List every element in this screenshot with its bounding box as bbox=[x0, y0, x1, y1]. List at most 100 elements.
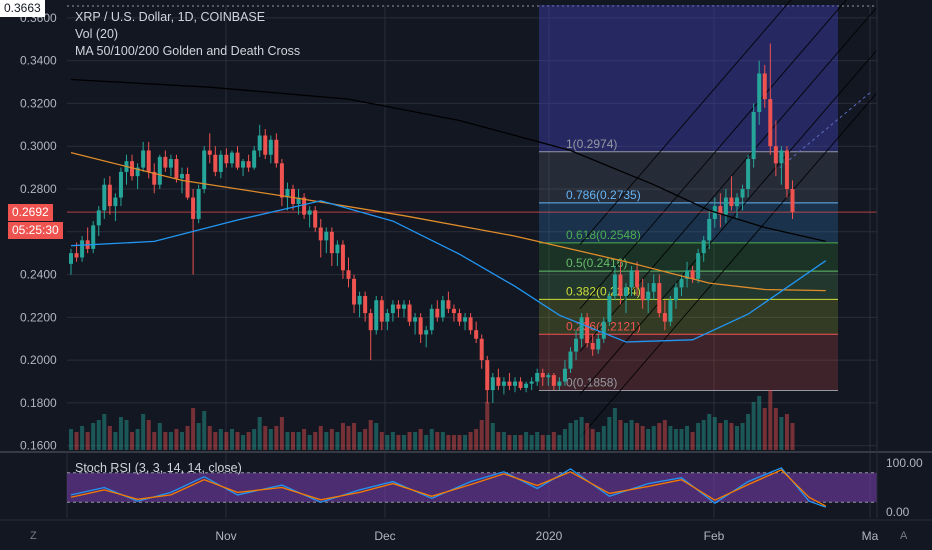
candle-body bbox=[424, 330, 429, 335]
price-tick-label: 0.2800 bbox=[20, 182, 57, 196]
candle-body bbox=[130, 161, 135, 177]
volume-bar bbox=[80, 426, 85, 450]
volume-bar bbox=[107, 426, 112, 450]
time-tick-label: Ma bbox=[862, 529, 879, 543]
candle-body bbox=[729, 197, 734, 207]
price-tick-label: 0.1800 bbox=[20, 396, 57, 410]
candle-body bbox=[435, 308, 440, 318]
volume-bar bbox=[374, 423, 379, 450]
fib-zone bbox=[539, 202, 838, 243]
volume-bar bbox=[279, 417, 284, 450]
volume-bar bbox=[479, 420, 484, 450]
candle-body bbox=[163, 156, 168, 168]
volume-bar bbox=[335, 432, 340, 450]
volume-bar bbox=[690, 432, 695, 450]
channel-line bbox=[579, 0, 847, 310]
candle-body bbox=[229, 152, 234, 164]
volume-bar bbox=[74, 432, 79, 450]
volume-bar bbox=[390, 432, 395, 450]
price-tick-label: 0.3400 bbox=[20, 54, 57, 68]
candle-body bbox=[574, 338, 579, 352]
fib-level-label: 0.786(0.2735) bbox=[566, 188, 641, 202]
volume-bar bbox=[229, 429, 234, 450]
candle-body bbox=[585, 317, 590, 344]
candle-body bbox=[218, 154, 223, 172]
fib-level-label: 0.618(0.2548) bbox=[566, 228, 641, 242]
volume-bar bbox=[318, 426, 323, 450]
fib-level-label: 0.5(0.2416) bbox=[566, 256, 627, 270]
candle-body bbox=[213, 154, 218, 172]
ma-legend[interactable]: MA 50/100/200 Golden and Death Cross bbox=[75, 44, 301, 58]
volume-bar bbox=[274, 426, 279, 450]
volume-bar bbox=[518, 435, 523, 450]
candle-body bbox=[624, 287, 628, 296]
candle-body bbox=[207, 150, 212, 155]
candle-body bbox=[113, 197, 118, 207]
volume-bar bbox=[135, 429, 140, 450]
volume-bar bbox=[113, 432, 118, 450]
candle-body bbox=[551, 375, 556, 386]
candle-body bbox=[185, 174, 190, 198]
volume-bar bbox=[507, 435, 512, 450]
candle-body bbox=[407, 304, 412, 322]
volume-bar bbox=[457, 435, 462, 450]
volume-bar bbox=[407, 432, 412, 450]
candle-body bbox=[146, 150, 151, 172]
candle-body bbox=[191, 197, 196, 219]
candle-body bbox=[618, 274, 623, 296]
volume-bar bbox=[535, 432, 540, 450]
volume-bar bbox=[751, 402, 756, 450]
volume-bar bbox=[562, 429, 567, 450]
candle-body bbox=[773, 146, 778, 164]
candle-body bbox=[579, 317, 584, 339]
volume-bar bbox=[501, 432, 506, 450]
candle-body bbox=[518, 381, 523, 388]
volume-bar bbox=[141, 414, 146, 450]
volume-legend[interactable]: Vol (20) bbox=[75, 27, 119, 41]
volume-bar bbox=[413, 432, 418, 450]
volume-bar bbox=[529, 435, 534, 450]
stoch-tick-label: 0.00 bbox=[886, 505, 910, 519]
volume-bar bbox=[174, 429, 179, 450]
candle-body bbox=[546, 375, 551, 378]
candle-body bbox=[302, 197, 307, 215]
volume-bar bbox=[585, 423, 590, 450]
candle-body bbox=[268, 139, 273, 155]
volume-bar bbox=[385, 435, 390, 450]
candle-body bbox=[557, 381, 562, 386]
volume-bar bbox=[607, 417, 612, 450]
volume-bar bbox=[224, 432, 229, 450]
volume-bar bbox=[490, 423, 495, 450]
candle-body bbox=[723, 197, 728, 215]
volume-bar bbox=[513, 435, 517, 450]
volume-bar bbox=[379, 432, 384, 450]
candle-body bbox=[224, 154, 229, 164]
time-tick-label: Feb bbox=[704, 529, 725, 543]
stoch-legend[interactable]: Stoch RSI (3, 3, 14, 14, close) bbox=[75, 461, 242, 475]
stoch-d-line bbox=[70, 469, 827, 507]
candle-body bbox=[507, 381, 512, 386]
candle-body bbox=[629, 270, 634, 288]
candle-body bbox=[646, 291, 651, 301]
fib-level-label: 1(0.2974) bbox=[566, 137, 617, 151]
volume-bar bbox=[446, 435, 451, 450]
zoom-button[interactable]: Z bbox=[30, 530, 37, 542]
volume-bar bbox=[451, 435, 456, 450]
candle-body bbox=[390, 304, 395, 314]
volume-bar bbox=[368, 420, 373, 450]
volume-bar bbox=[180, 432, 184, 450]
auto-scale-button[interactable]: A bbox=[900, 530, 908, 542]
channel-line bbox=[579, 92, 878, 438]
volume-bar bbox=[546, 435, 551, 450]
volume-bar bbox=[246, 432, 251, 450]
volume-bar bbox=[324, 432, 329, 450]
time-tick-label: Dec bbox=[374, 529, 395, 543]
candle-body bbox=[490, 377, 495, 391]
candle-body bbox=[612, 274, 617, 296]
volume-bar bbox=[651, 426, 656, 450]
volume-bar bbox=[729, 423, 734, 450]
ma200-line bbox=[70, 78, 826, 243]
candle-body bbox=[707, 218, 712, 241]
candle-body bbox=[468, 317, 473, 331]
